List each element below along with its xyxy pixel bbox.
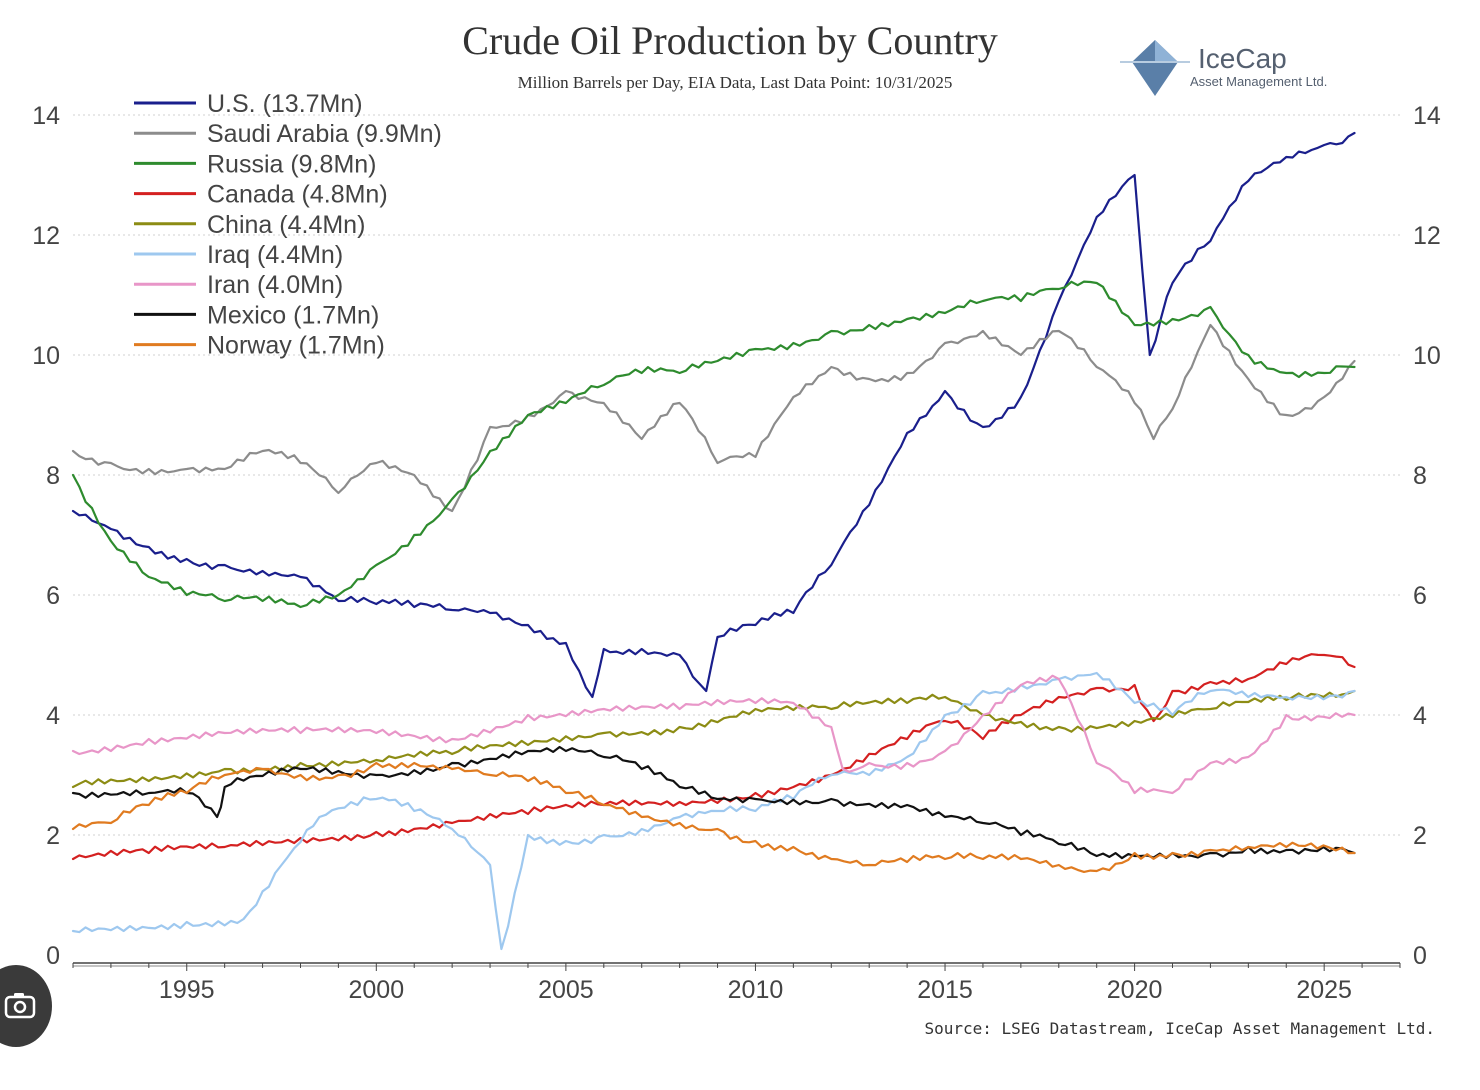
logo: IceCap Asset Management Ltd.	[1120, 40, 1327, 96]
series-line-5	[71, 671, 1356, 951]
y-tick-left-2: 2	[46, 822, 60, 850]
y-tick-right-10: 10	[1413, 342, 1441, 370]
series-line-0	[71, 131, 1356, 699]
series-line-4	[71, 689, 1356, 789]
camera-search-icon	[4, 993, 36, 1019]
legend-label-7: Mexico (1.7Mn)	[207, 301, 379, 329]
chart-title: Crude Oil Production by Country	[462, 18, 998, 63]
chart-subtitle: Million Barrels per Day, EIA Data, Last …	[518, 73, 953, 92]
legend-label-0: U.S. (13.7Mn)	[207, 90, 363, 118]
axes: 0 0 2 2 4 4 6 6 8 8 10 10 12 12 14 14 1995 2000 2005 2010 20…	[32, 102, 1441, 1004]
y-tick-left-14: 14	[32, 102, 60, 130]
series-line-2	[71, 280, 1356, 609]
x-tick-2005: 2005	[538, 976, 594, 1004]
y-tick-left-4: 4	[46, 702, 60, 730]
series-line-1	[71, 323, 1356, 513]
legend-label-2: Russia (9.8Mn)	[207, 150, 377, 178]
series-line-7	[71, 745, 1356, 860]
legend-label-4: China (4.4Mn)	[207, 211, 365, 239]
y-tick-left-8: 8	[46, 462, 60, 490]
y-tick-left-10: 10	[32, 342, 60, 370]
logo-name: IceCap	[1198, 43, 1287, 74]
x-tick-2015: 2015	[917, 976, 973, 1004]
x-tick-2020: 2020	[1107, 976, 1163, 1004]
legend-label-3: Canada (4.8Mn)	[207, 181, 388, 209]
y-tick-right-14: 14	[1413, 102, 1441, 130]
x-tick-2000: 2000	[349, 976, 405, 1004]
x-tick-2010: 2010	[728, 976, 784, 1004]
iceberg-diamond-icon	[1120, 40, 1190, 96]
series-line-6	[71, 674, 1356, 795]
y-tick-right-0: 0	[1413, 942, 1427, 970]
y-tick-right-6: 6	[1413, 582, 1427, 610]
source-note: Source: LSEG Datastream, IceCap Asset Ma…	[924, 1019, 1435, 1038]
y-tick-right-8: 8	[1413, 462, 1427, 490]
legend-label-6: Iran (4.0Mn)	[207, 271, 343, 299]
y-tick-right-12: 12	[1413, 222, 1441, 250]
y-tick-left-0: 0	[46, 942, 60, 970]
gridlines	[73, 114, 1400, 836]
y-tick-left-6: 6	[46, 582, 60, 610]
legend-label-8: Norway (1.7Mn)	[207, 332, 385, 360]
y-tick-right-2: 2	[1413, 822, 1427, 850]
legend: U.S. (13.7Mn)Saudi Arabia (9.9Mn)Russia …	[134, 90, 442, 360]
logo-tagline: Asset Management Ltd.	[1190, 74, 1327, 89]
series-line-3	[71, 653, 1356, 861]
x-tick-1995: 1995	[159, 976, 215, 1004]
y-tick-right-4: 4	[1413, 702, 1427, 730]
series-layer	[71, 131, 1356, 951]
x-tick-2025: 2025	[1296, 976, 1352, 1004]
legend-label-1: Saudi Arabia (9.9Mn)	[207, 120, 442, 148]
legend-label-5: Iraq (4.4Mn)	[207, 241, 343, 269]
y-tick-left-12: 12	[32, 222, 60, 250]
series-line-8	[71, 761, 1356, 873]
